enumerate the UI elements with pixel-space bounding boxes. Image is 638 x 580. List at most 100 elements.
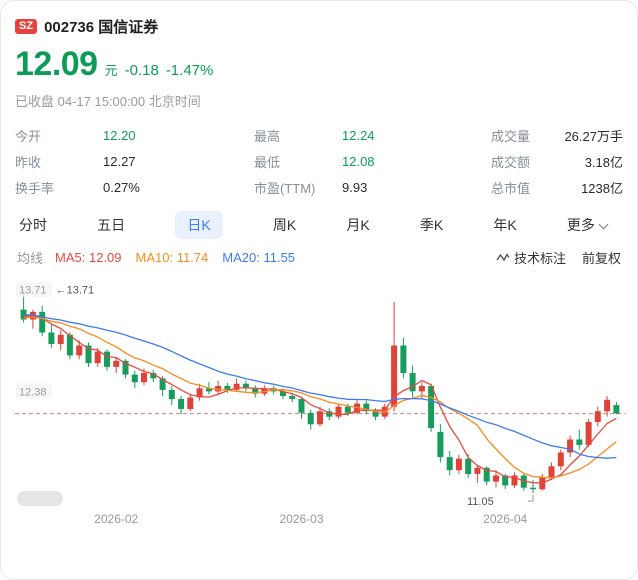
stat-turnover-rate: 换手率 0.27% [15, 174, 254, 200]
stats-grid: 今开 12.20 昨收 12.27 换手率 0.27% 最高 12.24 最低 12.08 市盈(T… [1, 122, 637, 200]
stats-column-2: 成交量 26.27万手 成交额 3.18亿 总市值 1238亿 [491, 122, 623, 200]
technical-annotation-icon [496, 253, 510, 262]
stat-low-value: 12.08 [342, 153, 375, 169]
ma10-line [23, 316, 617, 479]
candle-body [104, 351, 110, 367]
candle-body [455, 458, 462, 471]
candle-body [298, 399, 305, 413]
candlestick-chart[interactable]: 13.71 12.38 ←13.71 11.05 2026-02 2026-03 2026-… [15, 271, 625, 529]
stat-pe-ttm-value: 9.93 [342, 179, 368, 195]
candle-body [280, 391, 286, 396]
stat-open-label: 今开 [15, 128, 42, 144]
technical-annotation-label: 技术标注 [513, 251, 566, 266]
candle-body [428, 386, 435, 428]
tab-monthly-k[interactable]: 月K [346, 217, 370, 233]
current-price: 12.09 [15, 45, 98, 83]
stat-open: 今开 12.20 [15, 122, 254, 148]
candle-body [215, 386, 222, 392]
candle-body [372, 411, 379, 417]
candle-body [474, 467, 481, 474]
tab-weekly-k[interactable]: 周K [272, 217, 297, 233]
candle-body [113, 360, 120, 367]
watermark [17, 491, 63, 506]
candle-body [604, 399, 611, 412]
high-marker-label: ←13.71 [56, 285, 95, 297]
stat-prev-close: 昨收 12.27 [15, 148, 254, 174]
candle-body [131, 374, 138, 383]
candle-body [224, 386, 231, 390]
candle-body [205, 388, 212, 392]
candle-body [557, 452, 564, 467]
candle-body [548, 466, 555, 477]
chart-tools: 技术标注 前复权 [496, 248, 621, 267]
stat-pe-ttm: 市盈(TTM) 9.93 [254, 174, 491, 200]
adjustment-mode-label: 前复权 [581, 251, 621, 266]
candle-body [493, 475, 499, 482]
stat-low-label: 最低 [254, 154, 281, 170]
candle-body [344, 406, 351, 413]
stat-amount: 成交额 3.18亿 [491, 148, 623, 174]
tab-five-day[interactable]: 五日 [97, 217, 126, 233]
x-axis-month-label: 2026-04 [483, 512, 527, 526]
stat-market-cap-value: 1238亿 [581, 180, 623, 196]
tab-minute[interactable]: 分时 [19, 217, 47, 233]
header: SZ 002736 国信证券 [1, 15, 637, 37]
candle-body [159, 378, 166, 390]
market-status: 已收盘 04-17 15:00:00 北京时间 [15, 94, 201, 109]
candle-body [409, 373, 416, 392]
ma20-line [23, 313, 617, 459]
technical-annotation-button[interactable]: 技术标注 [496, 248, 566, 267]
stat-high: 最高 12.24 [254, 122, 491, 148]
candle-body [141, 373, 147, 383]
tab-yearly-k[interactable]: 年K [493, 217, 517, 233]
price-change-percent: -1.47% [165, 62, 214, 79]
candle-body [196, 388, 203, 398]
stat-high-value: 12.24 [342, 127, 375, 143]
candle-body [530, 487, 536, 490]
stat-volume: 成交量 26.27万手 [491, 122, 623, 148]
x-axis-month-label: 2026-02 [94, 512, 138, 526]
stat-prev-close-label: 昨收 [15, 154, 42, 170]
candle-body [576, 439, 583, 445]
stock-title: 002736 国信证券 [44, 18, 159, 36]
candle-body [48, 332, 55, 344]
stat-turnover-rate-value: 0.27% [103, 179, 140, 195]
candle-body [317, 411, 323, 425]
candle-body [483, 467, 490, 482]
candle-body [289, 396, 296, 400]
candle-body [391, 345, 398, 407]
candle-body [85, 345, 92, 364]
stat-prev-close-value: 12.27 [103, 153, 136, 169]
candle-body [418, 386, 425, 392]
axis-label-bg [16, 281, 52, 297]
price-change: -0.18 [124, 62, 159, 79]
stat-low: 最低 12.08 [254, 148, 491, 174]
candle-body [66, 334, 73, 356]
adjustment-mode-button[interactable]: 前复权 [582, 248, 621, 267]
candle-body [242, 383, 249, 389]
tab-quarterly-k[interactable]: 季K [419, 217, 444, 233]
ma20-legend: MA20: 11.55 [222, 250, 296, 265]
tab-more[interactable]: 更多 [567, 215, 609, 235]
stat-amount-label: 成交额 [491, 154, 531, 170]
candle-body [150, 373, 157, 379]
candle-body [446, 457, 453, 471]
ma5-line [23, 314, 617, 484]
chart-area[interactable]: 13.71 12.38 ←13.71 11.05 2026-02 2026-03 2026-… [15, 271, 625, 529]
axis-label: 13.71 [19, 285, 47, 297]
ma10-legend: MA10: 11.74 [135, 250, 209, 265]
price-unit: 元 [104, 63, 118, 78]
candle-body [363, 403, 370, 412]
tab-daily-k[interactable]: 日K [175, 211, 223, 239]
axis-label-bg [16, 383, 52, 399]
candle-body [613, 405, 620, 414]
low-marker-arrow [528, 495, 534, 502]
candle-body [307, 412, 314, 425]
candle-body [437, 431, 444, 458]
stat-volume-value: 26.27万手 [564, 128, 623, 144]
candle-body [178, 399, 185, 409]
stat-turnover-rate-label: 换手率 [15, 180, 55, 196]
candle-body [567, 439, 574, 453]
candle-body [187, 397, 194, 409]
